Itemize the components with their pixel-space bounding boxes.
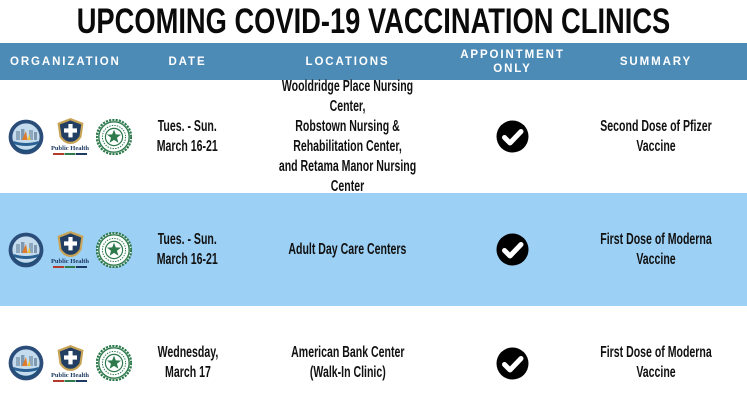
- table-header: ORGANIZATION DATE LOCATIONS APPOINTMENT …: [0, 43, 747, 80]
- state-health-seal-icon: [96, 118, 132, 155]
- column-header-appointment-only: APPOINTMENT ONLY: [460, 48, 565, 75]
- clinic-locations: Wooldridge Place Nursing Center, Robstow…: [278, 77, 417, 195]
- public-health-shield-icon: [57, 118, 83, 144]
- table-row: Public Health Tues. - Sun. March 16-21 W…: [0, 78, 747, 195]
- city-seal-icon: [8, 119, 44, 154]
- clinic-date: Tues. - Sun. March 16-21: [156, 230, 219, 268]
- page-title-text: UPCOMING COVID-19 VACCINATION CLINICS: [76, 1, 671, 41]
- table-row: Public Health Wednesday, March 17 Americ…: [0, 306, 747, 420]
- appointment-check-icon: [496, 233, 529, 266]
- clinic-locations: American Bank Center (Walk-In Clinic): [290, 344, 405, 381]
- public-health-label: Public Health: [50, 145, 90, 152]
- appointment-check-icon: [496, 120, 529, 153]
- page-title: UPCOMING COVID-19 VACCINATION CLINICS: [0, 0, 747, 43]
- column-header-locations: LOCATIONS: [305, 55, 390, 68]
- organization-logos: Public Health: [0, 118, 140, 155]
- public-health-shield-icon: [57, 344, 83, 371]
- public-health-tagline: [53, 153, 87, 155]
- public-health-tagline: [53, 266, 87, 268]
- column-header-summary: SUMMARY: [619, 55, 693, 68]
- column-header-organization: ORGANIZATION: [10, 55, 121, 68]
- public-health-shield-icon: [57, 231, 83, 257]
- organization-logos: Public Health: [0, 344, 140, 382]
- clinic-locations: Adult Day Care Centers: [288, 240, 407, 258]
- city-seal-icon: [8, 345, 44, 381]
- public-health-label: Public Health: [50, 258, 90, 265]
- clinic-date: Wednesday, March 17: [157, 344, 218, 381]
- column-header-date: DATE: [168, 55, 207, 68]
- clinic-summary: First Dose of Moderna Vaccine: [600, 344, 712, 381]
- public-health-badge: Public Health: [49, 344, 91, 382]
- clinic-summary: First Dose of Moderna Vaccine: [600, 230, 712, 268]
- public-health-badge: Public Health: [49, 118, 91, 155]
- organization-logos: Public Health: [0, 231, 140, 268]
- clinic-summary: Second Dose of Pfizer Vaccine: [600, 117, 712, 155]
- public-health-tagline: [53, 379, 87, 382]
- clinic-date: Tues. - Sun. March 16-21: [156, 117, 219, 155]
- public-health-label: Public Health: [50, 371, 90, 379]
- state-health-seal-icon: [96, 231, 132, 268]
- state-health-seal-icon: [96, 345, 132, 381]
- table-row: Public Health Tues. - Sun. March 16-21 A…: [0, 193, 747, 306]
- public-health-badge: Public Health: [49, 231, 91, 268]
- city-seal-icon: [8, 232, 44, 267]
- appointment-check-icon: [496, 347, 529, 380]
